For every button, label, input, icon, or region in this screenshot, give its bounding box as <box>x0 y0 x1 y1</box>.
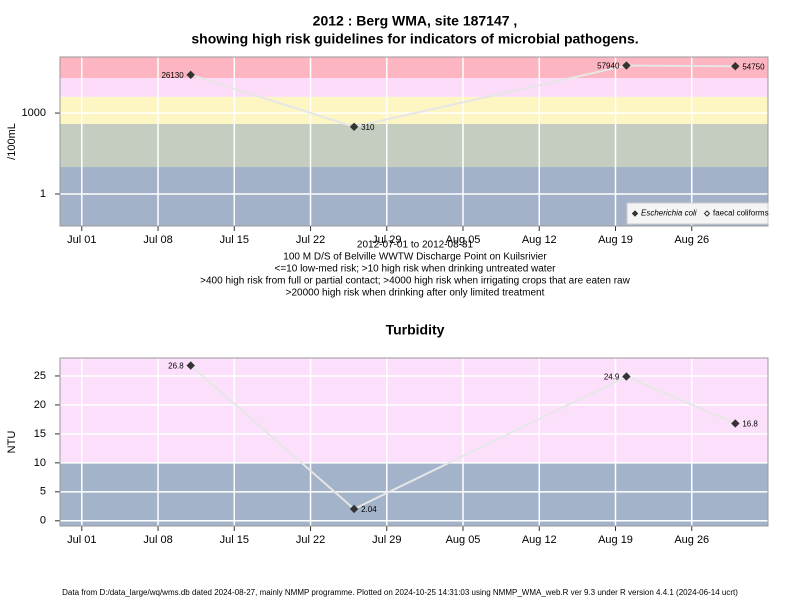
footer: Data from D:/data_large/wq/wms.db dated … <box>62 588 738 597</box>
x-tick-label: Jul 22 <box>296 234 325 246</box>
x-tick-label: Jul 08 <box>143 534 172 546</box>
chart-title: showing high risk guidelines for indicat… <box>191 31 638 47</box>
legend-marker <box>703 210 711 217</box>
note: >400 high risk from full or partial cont… <box>200 276 630 287</box>
data-point <box>186 361 195 370</box>
data-point <box>622 372 631 381</box>
chart-title: Turbidity <box>386 322 445 338</box>
data-label: 26130 <box>161 71 184 80</box>
x-tick-label: Jul 08 <box>143 234 172 246</box>
y-tick-label: 1 <box>40 188 46 200</box>
x-tick-label: Aug 05 <box>446 234 481 246</box>
x-tick-label: Jul 15 <box>220 234 249 246</box>
data-label: 24.9 <box>604 373 620 382</box>
risk-band <box>60 462 768 526</box>
note: 2012-07-01 to 2012-08-31 <box>357 240 474 251</box>
data-label: 310 <box>361 123 375 132</box>
y-tick-label: 25 <box>34 370 46 382</box>
x-tick-label: Aug 12 <box>522 234 557 246</box>
data-label: 2.04 <box>361 505 377 514</box>
x-tick-label: Jul 29 <box>372 234 401 246</box>
y-tick-label: 0 <box>40 515 46 527</box>
legend-marker <box>631 210 639 217</box>
x-tick-label: Jul 22 <box>296 534 325 546</box>
x-tick-label: Aug 19 <box>598 234 633 246</box>
y-tick-label: 5 <box>40 486 46 498</box>
data-label: 57940 <box>597 62 620 71</box>
plot-border <box>59 357 769 527</box>
x-tick-label: Jul 29 <box>372 534 401 546</box>
y-axis-label: /100mL <box>6 123 18 160</box>
data-point <box>731 419 740 428</box>
legend-label: Escherichia coli <box>641 209 697 218</box>
x-tick-label: Aug 19 <box>598 534 633 546</box>
note: <=10 low-med risk; >10 high risk when dr… <box>275 264 557 275</box>
y-axis-label: NTU <box>6 431 18 454</box>
plot-border <box>59 56 769 227</box>
legend-box <box>626 202 769 225</box>
data-label: 54750 <box>742 62 765 71</box>
risk-band <box>60 123 768 168</box>
legend-label: faecal coliforms <box>713 209 769 218</box>
y-tick-label: 20 <box>34 399 46 411</box>
x-tick-label: Aug 12 <box>522 534 557 546</box>
series-line <box>190 364 736 511</box>
risk-band <box>60 96 768 124</box>
x-tick-label: Jul 01 <box>67 234 96 246</box>
x-tick-label: Aug 26 <box>674 234 709 246</box>
data-label: 16.8 <box>742 420 758 429</box>
data-label: 26.8 <box>168 362 184 371</box>
risk-band <box>60 77 768 97</box>
data-point <box>731 61 740 71</box>
x-tick-label: Aug 05 <box>446 534 481 546</box>
x-tick-label: Jul 15 <box>220 534 249 546</box>
x-tick-label: Aug 26 <box>674 534 709 546</box>
x-tick-label: Jul 01 <box>67 534 96 546</box>
y-tick-label: 1000 <box>22 107 46 119</box>
note: >20000 high risk when drinking after onl… <box>286 288 545 299</box>
data-point <box>349 504 359 514</box>
data-point <box>186 70 195 80</box>
y-tick-label: 15 <box>34 428 46 440</box>
data-point <box>622 61 631 70</box>
y-tick-label: 10 <box>34 457 46 469</box>
risk-band <box>60 358 768 463</box>
data-point <box>349 122 359 132</box>
series-line <box>190 64 736 128</box>
note: 100 M D/S of Belville WWTW Discharge Poi… <box>283 252 547 263</box>
chart-title: 2012 : Berg WMA, site 187147 , <box>313 13 518 29</box>
